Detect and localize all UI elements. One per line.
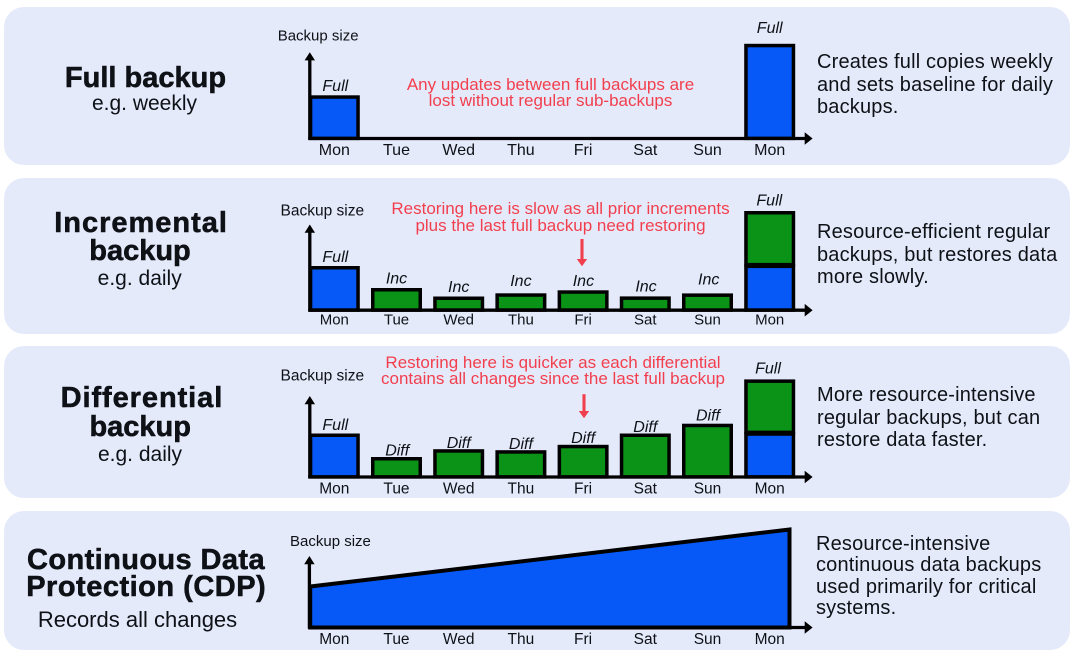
svg-text:Thu: Thu xyxy=(508,312,534,329)
svg-text:Mon: Mon xyxy=(319,142,350,159)
svg-text:Thu: Thu xyxy=(508,480,535,497)
svg-text:Wed: Wed xyxy=(442,142,475,159)
svg-text:Thu: Thu xyxy=(508,631,535,648)
svg-text:Full: Full xyxy=(322,417,348,434)
svg-text:Full: Full xyxy=(755,361,781,378)
svg-text:Sat: Sat xyxy=(634,480,658,497)
svg-text:Backup size: Backup size xyxy=(290,533,371,550)
svg-text:Tue: Tue xyxy=(383,142,410,159)
svg-text:Full: Full xyxy=(322,78,348,95)
svg-text:Sun: Sun xyxy=(694,631,722,648)
svg-text:Diff: Diff xyxy=(571,430,597,447)
svg-text:Backup size: Backup size xyxy=(281,203,365,220)
svg-text:Sun: Sun xyxy=(693,142,721,159)
svg-text:Inc: Inc xyxy=(698,272,719,289)
svg-text:Mon: Mon xyxy=(754,142,785,159)
svg-text:Sat: Sat xyxy=(633,142,658,159)
svg-text:Diff: Diff xyxy=(385,442,411,459)
svg-text:Wed: Wed xyxy=(443,480,475,497)
svg-text:Diff: Diff xyxy=(696,407,722,424)
svg-text:Wed: Wed xyxy=(443,631,475,648)
svg-text:Inc: Inc xyxy=(573,273,594,290)
svg-text:Mon: Mon xyxy=(755,480,785,497)
svg-text:Full: Full xyxy=(757,20,783,37)
svg-text:Wed: Wed xyxy=(443,312,474,329)
svg-text:Mon: Mon xyxy=(319,631,349,648)
svg-text:Inc: Inc xyxy=(448,279,469,296)
svg-text:Inc: Inc xyxy=(386,271,407,288)
svg-text:Full: Full xyxy=(756,193,782,210)
svg-text:Fri: Fri xyxy=(574,631,592,648)
svg-text:Tue: Tue xyxy=(383,631,409,648)
svg-text:Diff: Diff xyxy=(447,435,473,452)
svg-text:Backup size: Backup size xyxy=(281,367,365,384)
svg-text:Mon: Mon xyxy=(755,312,784,329)
svg-text:Sat: Sat xyxy=(634,631,658,648)
svg-text:Diff: Diff xyxy=(509,436,535,453)
svg-text:Mon: Mon xyxy=(319,480,349,497)
svg-text:Tue: Tue xyxy=(384,312,409,329)
svg-text:Backup size: Backup size xyxy=(278,28,359,45)
svg-text:Fri: Fri xyxy=(574,312,592,329)
svg-text:Tue: Tue xyxy=(383,480,409,497)
svg-text:Sun: Sun xyxy=(694,312,721,329)
svg-text:Inc: Inc xyxy=(510,273,531,290)
svg-text:Fri: Fri xyxy=(574,480,592,497)
svg-text:Mon: Mon xyxy=(755,631,785,648)
svg-text:Inc: Inc xyxy=(635,279,656,296)
svg-text:Full: Full xyxy=(322,249,348,266)
svg-text:Thu: Thu xyxy=(507,142,535,159)
svg-text:Sat: Sat xyxy=(634,312,657,329)
svg-text:Mon: Mon xyxy=(320,312,349,329)
svg-text:Sun: Sun xyxy=(694,480,722,497)
svg-text:Fri: Fri xyxy=(574,142,593,159)
svg-text:Diff: Diff xyxy=(633,419,659,436)
